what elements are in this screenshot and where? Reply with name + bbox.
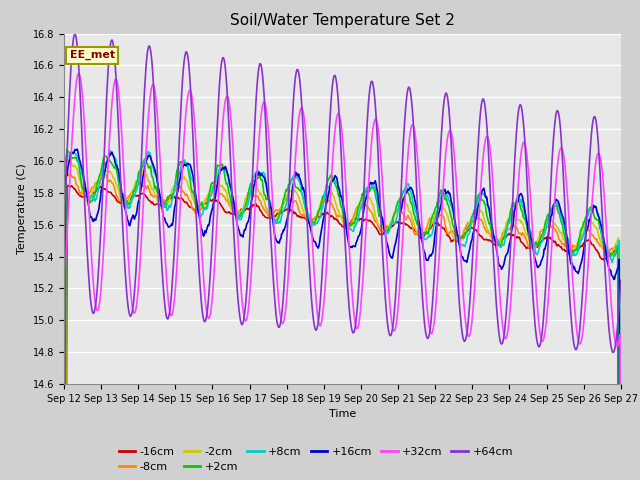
Legend: -16cm, -8cm, -2cm, +2cm, +8cm, +16cm, +32cm, +64cm: -16cm, -8cm, -2cm, +2cm, +8cm, +16cm, +3…: [114, 442, 518, 477]
Title: Soil/Water Temperature Set 2: Soil/Water Temperature Set 2: [230, 13, 455, 28]
Text: EE_met: EE_met: [70, 50, 115, 60]
X-axis label: Time: Time: [329, 409, 356, 419]
Y-axis label: Temperature (C): Temperature (C): [17, 163, 27, 254]
